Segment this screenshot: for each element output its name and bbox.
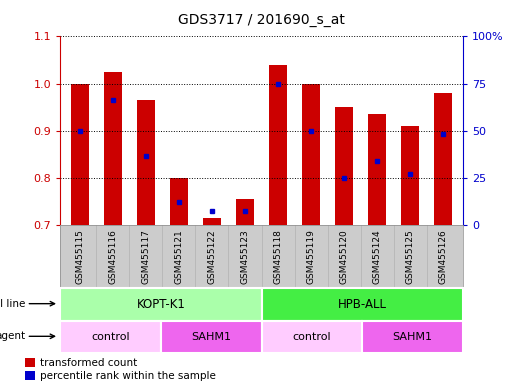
Text: GSM455119: GSM455119 [306, 229, 315, 284]
Bar [161, 321, 262, 353]
Text: GSM455120: GSM455120 [339, 229, 348, 284]
Text: KOPT-K1: KOPT-K1 [137, 298, 185, 311]
Text: GSM455125: GSM455125 [405, 229, 415, 284]
Text: control: control [292, 332, 331, 342]
Text: GSM455126: GSM455126 [439, 229, 448, 284]
Text: GSM455124: GSM455124 [372, 229, 382, 284]
Text: GSM455115: GSM455115 [75, 229, 84, 284]
Bar [362, 321, 463, 353]
Bar [71, 84, 89, 225]
Text: GSM455121: GSM455121 [175, 229, 184, 284]
Text: SAHM1: SAHM1 [191, 332, 231, 342]
Text: GSM455123: GSM455123 [241, 229, 249, 284]
Text: GSM455117: GSM455117 [141, 229, 151, 284]
Bar [236, 199, 254, 225]
Bar [302, 84, 320, 225]
Bar [434, 93, 452, 225]
Text: SAHM1: SAHM1 [393, 332, 433, 342]
Bar [60, 288, 262, 321]
Text: GSM455116: GSM455116 [108, 229, 118, 284]
Legend: transformed count, percentile rank within the sample: transformed count, percentile rank withi… [21, 354, 221, 384]
Text: control: control [91, 332, 130, 342]
Text: HPB-ALL: HPB-ALL [338, 298, 386, 311]
Bar [269, 65, 287, 225]
Bar [170, 178, 188, 225]
Bar [262, 288, 463, 321]
Text: agent: agent [0, 331, 25, 341]
Bar [262, 321, 362, 353]
Bar [60, 321, 161, 353]
Bar [203, 218, 221, 225]
Bar [335, 107, 353, 225]
Text: cell line: cell line [0, 299, 25, 309]
Bar [104, 72, 122, 225]
Text: GDS3717 / 201690_s_at: GDS3717 / 201690_s_at [178, 13, 345, 27]
Bar [401, 126, 419, 225]
Bar [137, 100, 155, 225]
Bar [368, 114, 386, 225]
Text: GSM455118: GSM455118 [274, 229, 282, 284]
Text: GSM455122: GSM455122 [208, 229, 217, 284]
